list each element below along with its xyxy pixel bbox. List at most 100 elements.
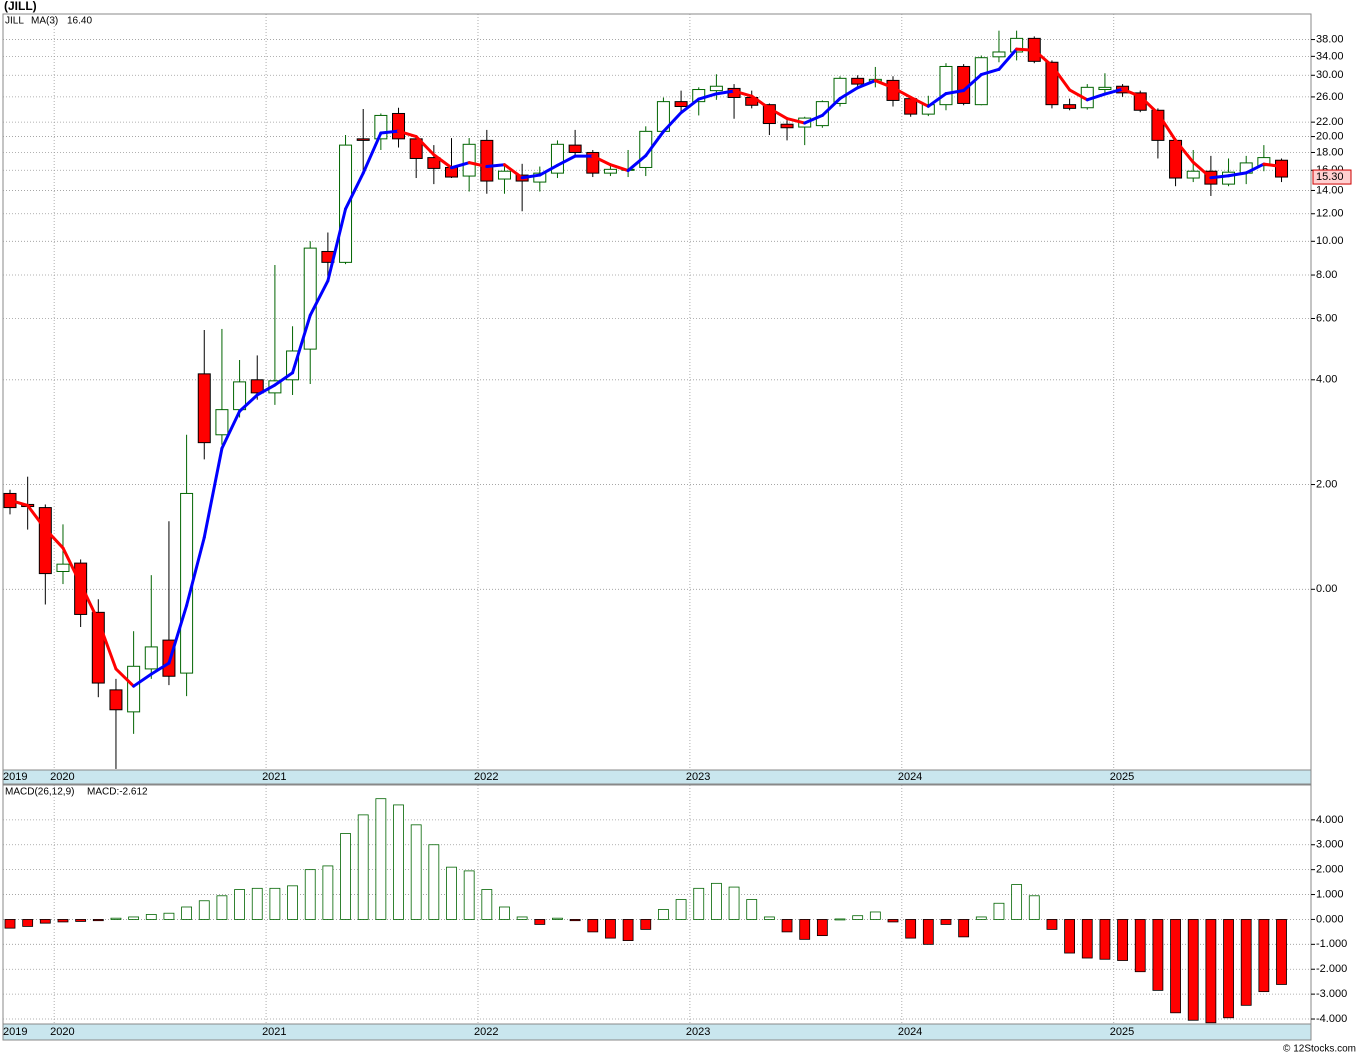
ma-line <box>538 163 559 177</box>
macd-bar <box>1152 919 1164 991</box>
macd-bar <box>746 899 758 920</box>
candle-body <box>568 144 582 153</box>
y-tick-label: -4.000 <box>1316 1013 1347 1025</box>
candle-body <box>480 139 494 182</box>
macd-bar <box>675 899 687 920</box>
y-tick-label: 30.00 <box>1316 69 1344 81</box>
macd-bar <box>92 919 104 922</box>
y-tick-label: 38.00 <box>1316 33 1344 45</box>
legend-ma: MA(3) <box>31 16 58 27</box>
y-tick-label: 0.000 <box>1316 913 1344 925</box>
y-tick-label: 0.00 <box>1316 583 1337 595</box>
y-tick-label: 4.000 <box>1316 814 1344 826</box>
macd-bar <box>834 918 846 921</box>
candle-body <box>1063 104 1077 109</box>
macd-bar <box>887 919 899 923</box>
ma-line <box>856 79 877 90</box>
macd-bar <box>1276 919 1287 985</box>
macd-bar <box>181 906 193 920</box>
y-tick-label: -2.000 <box>1316 963 1347 975</box>
candle-body <box>674 101 688 108</box>
macd-bar <box>75 919 87 922</box>
legend-ma-value: 16.40 <box>67 16 92 27</box>
y-tick-label: 6.00 <box>1316 312 1337 324</box>
macd-bar <box>1258 919 1270 993</box>
macd-bar <box>1011 884 1023 920</box>
ma-line <box>43 527 65 550</box>
candle-body <box>1045 61 1059 106</box>
ma-line <box>114 667 136 688</box>
ma-line <box>697 92 718 101</box>
ma-line <box>767 106 789 121</box>
ma-line <box>96 619 118 671</box>
ma-line <box>450 161 471 170</box>
macd-bar <box>763 916 775 920</box>
y-tick-label: -1.000 <box>1316 938 1347 950</box>
ma-line <box>873 79 895 90</box>
ma-line <box>1068 88 1089 102</box>
ma-line <box>520 173 542 180</box>
ma-line <box>202 446 224 539</box>
legend-symbol: JILL <box>5 16 24 27</box>
candle-body <box>939 65 953 106</box>
macd-bar <box>1134 919 1146 973</box>
ma-line <box>644 130 665 158</box>
macd-bar <box>534 919 546 925</box>
ma-line <box>1262 162 1284 169</box>
candle-body <box>339 144 353 263</box>
ma-line <box>149 661 171 676</box>
ma-line <box>8 498 30 507</box>
macd-bar <box>57 919 69 923</box>
ma-line <box>1050 64 1072 92</box>
macd-bar <box>481 889 493 920</box>
ma-line <box>1191 160 1213 180</box>
ma-line <box>679 97 701 115</box>
candle-body <box>974 57 988 106</box>
y-tick-label: 20.00 <box>1316 130 1344 142</box>
x-tick-label: 2021 <box>262 1026 286 1038</box>
y-tick-label: 1.000 <box>1316 888 1344 900</box>
ma-line <box>785 117 807 125</box>
ma-line <box>997 47 1019 71</box>
ma-line <box>344 171 365 211</box>
chart-title: (JILL) <box>4 0 37 13</box>
macd-bar <box>499 906 510 920</box>
ma-line <box>750 94 771 110</box>
y-tick-label: 10.00 <box>1316 235 1344 247</box>
macd-bar <box>234 889 245 920</box>
macd-bar <box>993 902 1005 920</box>
ma-line <box>803 113 824 125</box>
macd-bar <box>1028 895 1040 920</box>
ma-line <box>1209 174 1231 180</box>
candle-body <box>1222 171 1236 185</box>
ma-line <box>1085 92 1107 102</box>
macd-bar <box>22 919 34 927</box>
candle-body <box>780 123 794 129</box>
candle-body <box>409 138 423 159</box>
macd-bar <box>216 895 228 920</box>
last-price-tag <box>1312 169 1352 185</box>
candle-body <box>127 665 141 713</box>
macd-bar <box>958 919 970 938</box>
macd-bar <box>198 900 210 920</box>
candle-body <box>215 409 229 436</box>
x-tick-label: 2020 <box>50 771 74 783</box>
ma-line <box>979 67 1001 77</box>
macd-bar <box>269 887 281 920</box>
macd-bar <box>428 844 440 920</box>
macd-bar <box>1223 919 1234 1019</box>
macd-bar <box>1064 919 1075 954</box>
ma-line <box>714 89 736 96</box>
macd-bar <box>658 909 669 920</box>
x-tick-label: 2024 <box>898 771 922 783</box>
ma-line <box>820 96 842 117</box>
macd-bar <box>693 887 705 920</box>
y-tick-label: 2.00 <box>1316 478 1337 490</box>
x-tick-label: 2022 <box>474 771 498 783</box>
ma-line <box>220 409 242 450</box>
macd-bar <box>393 804 404 920</box>
x-tick-label: 2025 <box>1110 1026 1134 1038</box>
y-tick-label: 34.00 <box>1316 50 1344 62</box>
ma-line <box>1174 138 1195 164</box>
